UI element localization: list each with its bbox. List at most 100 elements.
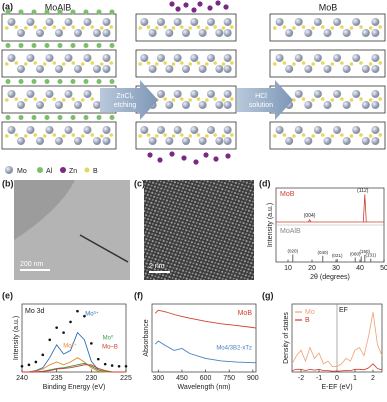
slab xyxy=(269,49,386,78)
mo-atom xyxy=(36,65,44,73)
b-atom xyxy=(368,62,373,66)
b-atom xyxy=(378,25,383,29)
panel-label: (d) xyxy=(259,178,271,188)
b-atom xyxy=(33,25,38,29)
mo-atom xyxy=(215,137,224,145)
flake xyxy=(14,180,130,280)
mo-atom xyxy=(74,65,82,73)
b-atom xyxy=(71,61,76,65)
series-label: Mo–B xyxy=(102,345,118,351)
mo-atom xyxy=(45,126,54,134)
mo-atom xyxy=(83,54,92,62)
mo-atom xyxy=(64,54,73,62)
b-atom xyxy=(230,61,234,65)
x-tick-label: 900 xyxy=(247,375,259,382)
mo-atom xyxy=(304,29,313,37)
mo-atom xyxy=(207,18,215,26)
mo-atom xyxy=(198,137,207,145)
b-atom xyxy=(61,62,66,66)
data-point xyxy=(20,364,24,368)
mo-atom xyxy=(361,137,370,145)
b-atom xyxy=(213,133,217,137)
b-atom xyxy=(138,26,142,30)
b-atom xyxy=(359,61,363,65)
data-point xyxy=(83,314,86,318)
mo-atom xyxy=(190,90,199,98)
mo-atom xyxy=(26,18,35,26)
peak-label: (020) xyxy=(288,249,299,254)
x-tick-label: 30 xyxy=(332,265,340,272)
mo-atom xyxy=(313,90,322,98)
al-atom xyxy=(70,79,76,84)
b-atom xyxy=(171,62,176,66)
data-point xyxy=(62,331,65,334)
b-atom xyxy=(221,62,226,66)
al-atom xyxy=(70,43,76,48)
b-atom xyxy=(80,26,85,30)
data-point xyxy=(124,364,128,368)
x-tick-label: -2 xyxy=(298,375,304,382)
b-atom xyxy=(146,25,151,29)
b-atom xyxy=(213,25,217,29)
b-atom xyxy=(99,26,104,30)
data-point xyxy=(76,309,79,313)
b-atom xyxy=(4,62,9,66)
al-atom xyxy=(109,9,115,15)
b-atom xyxy=(33,61,38,65)
b-atom xyxy=(52,25,57,29)
peak-label: (004) xyxy=(304,213,316,219)
b-atom xyxy=(311,98,315,102)
zn-atom xyxy=(203,152,209,158)
mo-atom xyxy=(198,29,207,37)
zn-atom xyxy=(225,153,231,159)
slab xyxy=(135,49,237,78)
al-atom xyxy=(18,43,24,48)
b-atom xyxy=(349,134,354,138)
peak-label: (112) xyxy=(357,188,369,194)
mo-atom xyxy=(26,126,35,134)
b-atom xyxy=(155,26,159,30)
b-atom xyxy=(23,26,28,30)
mo-atom xyxy=(165,29,174,37)
mo-atom xyxy=(157,126,165,134)
mo-atom xyxy=(323,101,332,109)
mo-atom xyxy=(361,101,370,109)
mo-atom xyxy=(93,137,101,145)
b-atom xyxy=(171,98,176,102)
mo-atom xyxy=(7,18,16,26)
b-atom xyxy=(180,25,184,29)
legend-label: Zn xyxy=(69,168,77,175)
scale-text: 2 nm xyxy=(149,263,165,270)
b-atom xyxy=(213,61,217,65)
x-tick-label: -1 xyxy=(316,375,322,382)
b-atom xyxy=(213,97,217,101)
slab xyxy=(1,121,117,150)
al-atom xyxy=(5,115,11,120)
legend-label: Mo xyxy=(305,309,315,316)
b-atom xyxy=(180,61,184,65)
mo-atom xyxy=(223,90,232,98)
b-atom xyxy=(340,97,344,101)
mo-atom xyxy=(342,101,351,109)
title: MoAlB xyxy=(45,2,72,12)
b-atom xyxy=(320,133,325,137)
mo-atom xyxy=(304,101,313,109)
b-atom xyxy=(33,133,38,137)
mo-atom xyxy=(342,29,351,37)
b-atom xyxy=(230,25,234,29)
b-atom xyxy=(330,98,335,102)
b-atom xyxy=(378,61,383,65)
zn-atom xyxy=(169,1,175,7)
b-atom xyxy=(52,133,57,137)
b-atom xyxy=(146,133,151,137)
b-atom xyxy=(196,25,201,29)
haadf-image xyxy=(144,180,254,280)
b-atom xyxy=(292,62,296,66)
mo-atom xyxy=(165,65,174,73)
mo-atom xyxy=(215,65,224,73)
b-atom xyxy=(196,97,201,101)
b-atom xyxy=(90,61,95,65)
b-atom xyxy=(282,61,287,65)
legend-label: Al xyxy=(46,168,53,175)
b-atom xyxy=(188,134,192,138)
